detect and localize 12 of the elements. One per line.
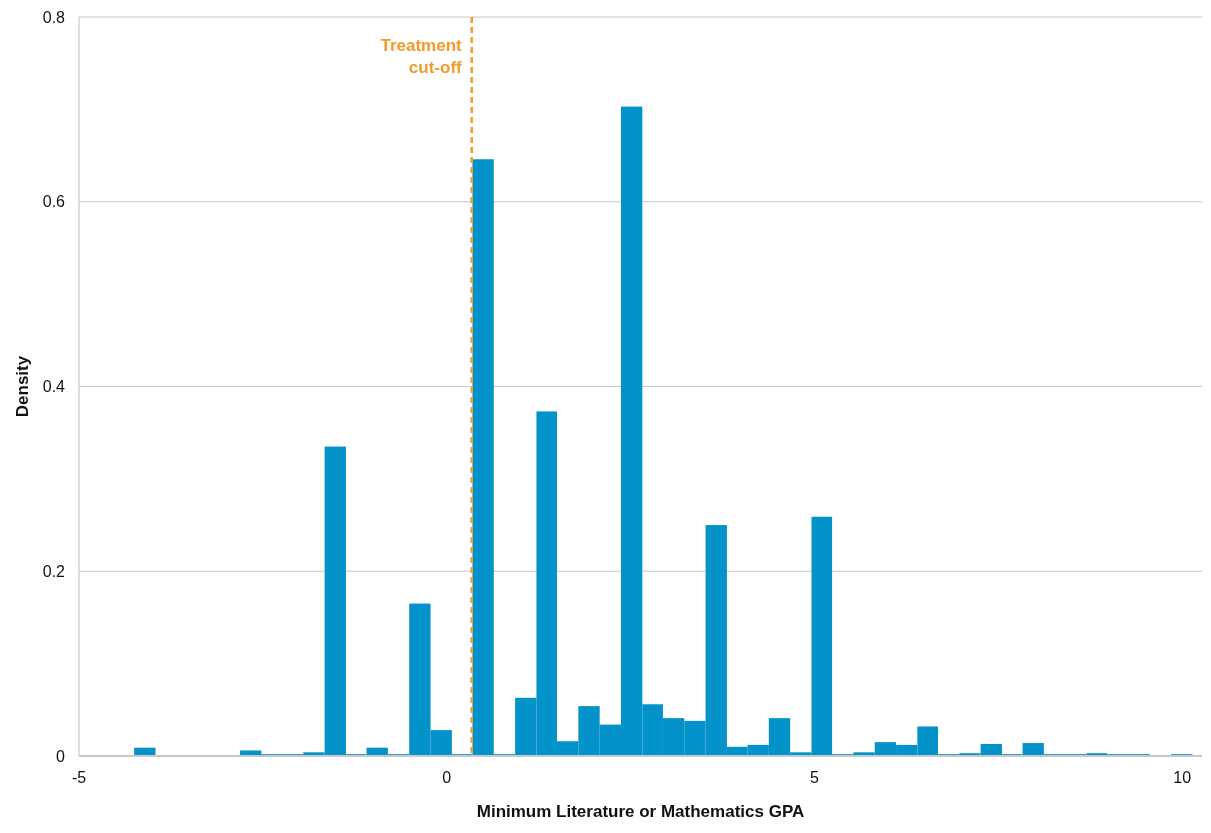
x-axis-title: Minimum Literature or Mathematics GPA (476, 802, 805, 821)
ref-line-label: Treatment cut-off (380, 36, 463, 77)
y-axis-title: Density (13, 355, 32, 418)
x-tick-label: 5 (809, 769, 819, 786)
x-tick-label: 10 (1173, 769, 1192, 786)
y-tick-label: 0.8 (42, 8, 66, 26)
y-tick-label: 0.2 (42, 562, 66, 580)
x-tick-label: -5 (71, 769, 87, 786)
y-tick-label: 0.4 (42, 378, 66, 396)
y-tick-label: 0.6 (42, 193, 66, 211)
y-tick-label: 0 (56, 747, 66, 765)
x-tick-label: 0 (442, 769, 452, 786)
